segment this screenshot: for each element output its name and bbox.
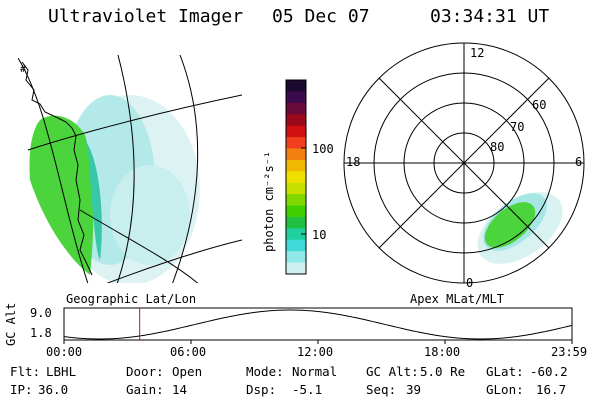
mlt-label-18: 18: [346, 155, 361, 169]
xtick-1800: 18:00: [424, 345, 461, 359]
colorbar-swatch: [286, 114, 306, 127]
mode-value: Normal: [292, 364, 338, 379]
colorbar-swatch: [286, 80, 306, 92]
polar-panel-label: Apex MLat/MLT: [410, 292, 504, 306]
colorbar-swatch: [286, 125, 306, 138]
xtick-0600: 06:00: [170, 345, 207, 359]
ip-label: IP:: [10, 382, 33, 397]
mlt-label-0: 0: [466, 276, 474, 290]
gain-value: 14: [172, 382, 188, 397]
dsp-label: Dsp:: [246, 382, 277, 397]
glon-value: 16.7: [536, 382, 567, 397]
polar-grid: [343, 42, 585, 284]
glon-label: GLon:: [486, 382, 524, 397]
mlat-label-80: 80: [490, 140, 505, 154]
altitude-curve: [63, 309, 573, 340]
seq-label: Seq:: [366, 382, 397, 397]
colorbar-swatch: [286, 194, 306, 207]
polar-aurora-band: [484, 202, 536, 248]
colorbar-swatch: [286, 262, 306, 275]
instrument-title: Ultraviolet Imager: [48, 6, 244, 27]
geo-panel-label: Geographic Lat/Lon: [66, 292, 197, 306]
xtick-1200: 12:00: [297, 345, 334, 359]
colorbar-swatch: [286, 251, 306, 264]
ip-value: 36.0: [38, 382, 69, 397]
coastline: [21, 61, 93, 276]
mlat-label-60: 60: [532, 98, 547, 112]
altitude-ymax: 9.0: [30, 306, 52, 320]
date-label: 05 Dec 07: [272, 6, 370, 27]
dsp-value: -5.1: [292, 382, 323, 397]
colorbar-swatch: [286, 171, 306, 184]
colorbar-swatch: [286, 102, 306, 115]
mlt-label-12: 12: [470, 46, 485, 60]
mlt-label-6: 6: [575, 155, 583, 169]
door-value: Open: [172, 364, 203, 379]
xtick-0000: 00:00: [46, 345, 83, 359]
colorbar-swatch: [286, 239, 306, 252]
time-label: 03:34:31 UT: [430, 6, 550, 27]
altitude-ylabel: GC Alt: [4, 302, 18, 346]
colorbar-swatch: [286, 205, 306, 218]
colorbar-swatch: [286, 182, 306, 195]
colorbar-swatch: [286, 228, 306, 241]
glat-label: GLat:: [486, 364, 524, 379]
mlat-label-70: 70: [510, 120, 525, 134]
colorbar-swatch: [286, 159, 306, 172]
colorbar-swatch: [286, 91, 306, 104]
geo-grid: [18, 55, 242, 283]
altitude-ymin: 1.8: [30, 326, 52, 340]
xtick-2359: 23:59: [551, 345, 588, 359]
flt-value: LBHL: [46, 364, 77, 379]
colorbar-frame: [285, 79, 307, 275]
colorbar-swatch: [286, 216, 306, 229]
mode-label: Mode:: [246, 364, 284, 379]
flt-label: Flt:: [10, 364, 41, 379]
gcalt-label: GC Alt:: [366, 364, 419, 379]
gcalt-value: 5.0 Re: [420, 364, 466, 379]
colorbar-swatch: [286, 137, 306, 149]
door-label: Door:: [126, 364, 164, 379]
colorbar-tick-100: 100: [312, 142, 334, 156]
seq-value: 39: [406, 382, 422, 397]
gain-label: Gain:: [126, 382, 164, 397]
colorbar-swatch: [286, 148, 306, 161]
svg-text:#: #: [20, 64, 26, 75]
geo-aurora-band: [29, 115, 94, 275]
colorbar-tick-10: 10: [312, 228, 327, 242]
glat-value: -60.2: [530, 364, 568, 379]
